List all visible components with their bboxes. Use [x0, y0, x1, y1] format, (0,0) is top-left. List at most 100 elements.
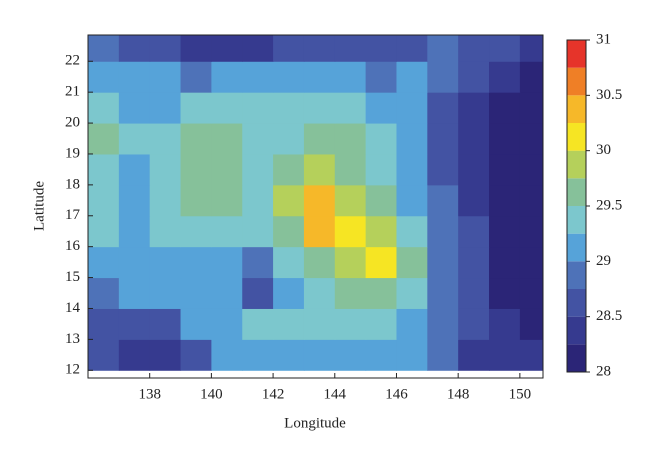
contour-cell: [211, 35, 243, 62]
contour-cell: [303, 184, 336, 217]
contour-cell: [211, 92, 243, 124]
x-tick-label: 140: [200, 386, 223, 402]
contour-cell: [149, 215, 182, 248]
x-axis-label: Longitude: [284, 415, 346, 431]
contour-cell: [118, 277, 151, 309]
contour-cell: [88, 35, 120, 62]
contour-cell: [489, 308, 521, 340]
contour-cell: [427, 35, 459, 62]
contour-cell: [211, 153, 243, 186]
contour-cell: [489, 215, 521, 248]
contour-cell: [118, 123, 151, 155]
contour-cell: [427, 123, 459, 155]
contour-cell: [519, 215, 543, 248]
contour-cell: [427, 277, 459, 309]
contour-cell: [303, 246, 336, 279]
contour-cell: [303, 153, 336, 186]
contour-cell: [396, 61, 428, 93]
contour-cell: [334, 246, 367, 279]
contour-cell: [149, 308, 182, 340]
contour-cell: [427, 184, 459, 217]
contour-cell: [334, 308, 367, 340]
contour-cell: [458, 92, 490, 124]
contour-cell: [118, 339, 151, 371]
contour-cell: [180, 61, 212, 93]
contour-cell: [211, 123, 243, 155]
colorbar-band: [567, 40, 586, 68]
contour-cell: [273, 339, 305, 371]
y-tick-label: 19: [65, 145, 80, 161]
contour-cell: [458, 123, 490, 155]
contour-cell: [334, 277, 367, 309]
contour-cell: [242, 123, 274, 155]
contour-cell: [303, 92, 336, 124]
contour-cell: [334, 61, 367, 93]
contour-cell: [118, 308, 151, 340]
contour-cell: [273, 123, 305, 155]
contour-cell: [519, 184, 543, 217]
y-axis-label: Latitude: [31, 181, 47, 231]
contour-cell: [458, 35, 490, 62]
x-tick-label: 150: [509, 386, 532, 402]
contour-cell: [519, 35, 543, 62]
contour-cell: [365, 308, 397, 340]
contour-cell: [273, 215, 305, 248]
contour-cell: [334, 123, 367, 155]
colorbar-band: [567, 344, 586, 372]
contour-cell: [427, 308, 459, 340]
contour-cell: [334, 339, 367, 371]
colorbar-tick-label: 31: [596, 31, 611, 47]
contour-cell: [273, 246, 305, 279]
y-tick-label: 15: [65, 269, 80, 285]
contour-cell: [519, 246, 543, 279]
y-tick-label: 14: [65, 300, 81, 316]
contour-cell: [88, 277, 120, 309]
contour-cell: [396, 184, 428, 217]
contour-field: [88, 35, 543, 371]
y-tick-label: 22: [65, 53, 80, 69]
contour-cell: [149, 92, 182, 124]
contour-cell: [489, 184, 521, 217]
contour-cell: [396, 123, 428, 155]
contour-cell: [427, 153, 459, 186]
contour-cell: [334, 184, 367, 217]
contour-cell: [149, 123, 182, 155]
contour-cell: [180, 184, 212, 217]
contour-cell: [88, 308, 120, 340]
colorbar-band: [567, 261, 586, 289]
contour-cell: [242, 35, 274, 62]
contour-cell: [88, 123, 120, 155]
contour-cell: [88, 246, 120, 279]
contour-cell: [211, 246, 243, 279]
contour-cell: [149, 246, 182, 279]
x-tick-label: 144: [324, 386, 347, 402]
contour-cell: [211, 308, 243, 340]
y-tick-label: 12: [65, 362, 80, 378]
contour-cell: [365, 246, 397, 279]
x-tick-label: 142: [262, 386, 285, 402]
contour-cell: [519, 308, 543, 340]
colorbar-tick-label: 30: [596, 142, 611, 158]
contour-cell: [365, 215, 397, 248]
contour-cell: [489, 61, 521, 93]
contour-cell: [489, 339, 521, 371]
contour-cell: [519, 61, 543, 93]
contour-cell: [88, 184, 120, 217]
contour-cell: [334, 35, 367, 62]
contour-cell: [427, 92, 459, 124]
y-tick-label: 16: [65, 238, 81, 254]
y-tick-label: 21: [65, 84, 80, 100]
contour-cell: [242, 92, 274, 124]
contour-cell: [303, 123, 336, 155]
contour-cell: [242, 339, 274, 371]
contour-cell: [242, 277, 274, 309]
contour-cell: [211, 215, 243, 248]
contour-cell: [118, 246, 151, 279]
contour-cell: [242, 246, 274, 279]
contour-cell: [519, 123, 543, 155]
colorbar-band: [567, 178, 586, 206]
contour-cell: [273, 35, 305, 62]
contour-cell: [242, 215, 274, 248]
contour-cell: [489, 277, 521, 309]
